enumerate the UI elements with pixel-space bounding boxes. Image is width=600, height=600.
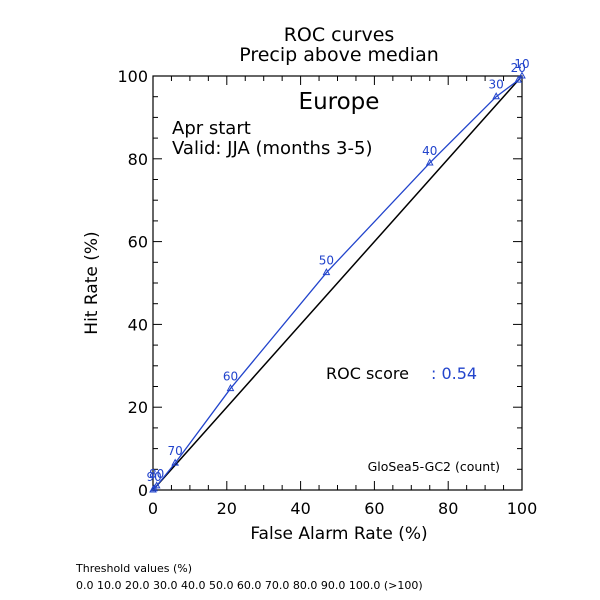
start-label: Apr start	[172, 118, 251, 139]
y-tick-label: 20	[128, 398, 148, 417]
roc-point-label: 30	[489, 78, 504, 92]
roc-point-label: 50	[319, 254, 334, 268]
axis-tick-labels: 0 20 40 60 80 100 0 20 40 60 80 100	[117, 67, 537, 518]
roc-point-markers	[149, 71, 526, 493]
roc-point-marker	[226, 384, 235, 392]
roc-point-marker	[322, 268, 331, 276]
roc-point-label: 20	[511, 61, 526, 75]
roc-point-label: 80	[149, 467, 164, 481]
x-tick-label: 100	[507, 499, 538, 518]
region-label: Europe	[299, 89, 380, 115]
roc-point-label: 70	[167, 444, 182, 458]
x-tick-label: 80	[438, 499, 458, 518]
valid-label: Valid: JJA (months 3-5)	[172, 138, 372, 159]
roc-point-marker	[492, 92, 501, 100]
roc-point-label: 40	[422, 144, 437, 158]
roc-point-marker	[152, 481, 161, 489]
threshold-values: 0.0 10.0 20.0 30.0 40.0 50.0 60.0 70.0 8…	[76, 579, 423, 592]
no-skill-diagonal	[152, 75, 523, 491]
y-tick-label: 0	[138, 481, 148, 500]
model-label: GloSea5-GC2 (count)	[368, 459, 500, 474]
x-tick-label: 0	[148, 499, 158, 518]
roc-point-marker	[425, 158, 434, 166]
y-tick-label: 60	[128, 233, 148, 252]
y-axis-label: Hit Rate (%)	[82, 231, 102, 334]
x-tick-label: 40	[290, 499, 310, 518]
roc-point-label: 90	[146, 470, 161, 484]
roc-point-marker	[149, 485, 157, 493]
roc-point-marker	[171, 458, 179, 466]
x-axis-label: False Alarm Rate (%)	[250, 524, 427, 544]
roc-score-label: ROC score	[326, 364, 409, 383]
axis-ticks	[152, 75, 523, 491]
y-tick-label: 100	[117, 67, 148, 86]
chart-title: ROC curves	[284, 24, 395, 46]
x-tick-label: 20	[217, 499, 237, 518]
y-tick-label: 80	[128, 150, 148, 169]
roc-score-value: : 0.54	[431, 364, 477, 383]
threshold-title: Threshold values (%)	[75, 562, 192, 575]
roc-point-marker	[518, 71, 526, 79]
chart-subtitle: Precip above median	[239, 44, 439, 66]
y-tick-label: 40	[128, 315, 148, 334]
x-tick-label: 60	[364, 499, 384, 518]
roc-point-label: 10	[514, 57, 529, 71]
roc-point-label: 60	[223, 370, 238, 384]
roc-point-marker	[514, 75, 523, 83]
